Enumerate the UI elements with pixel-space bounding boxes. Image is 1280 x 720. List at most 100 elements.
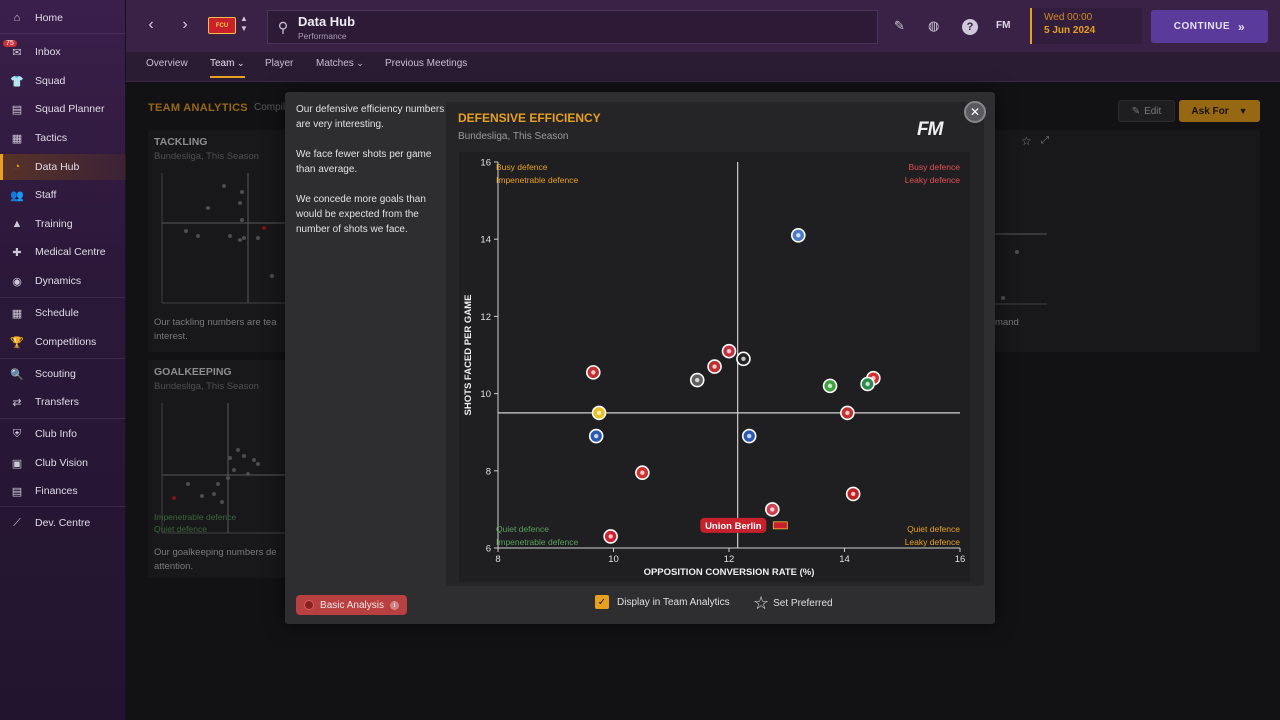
back-button[interactable]: ‹ (148, 16, 154, 33)
sidebar-item-club-info[interactable]: ⛨ Club Info (0, 421, 126, 447)
club-badge-detail (741, 356, 746, 362)
fm-menu-icon[interactable]: FM (996, 20, 1011, 31)
x-axis-label: OPPOSITION CONVERSION RATE (%) (644, 567, 815, 578)
continue-button[interactable]: CONTINUE » (1151, 10, 1268, 43)
sidebar-item-medical-centre[interactable]: ✚ Medical Centre (0, 239, 126, 265)
quadrant-label-top-left-2: Impenetrable defence (496, 175, 578, 185)
page-subtitle: Performance (298, 30, 347, 41)
tab-matches[interactable]: Matches ⌄ (316, 58, 364, 76)
display-in-team-analytics-checkbox[interactable]: ✓ Display in Team Analytics (595, 595, 730, 609)
club-badge-detail (640, 470, 645, 475)
sidebar-item-transfers[interactable]: ⇄ Transfers (0, 389, 126, 415)
goalkeeping-card[interactable]: GOALKEEPING Bundesliga, This Season Impe… (148, 360, 298, 578)
quadrant-label-top-right-2: Leaky defence (905, 175, 961, 185)
globe-icon[interactable]: ◍ (928, 18, 940, 33)
sidebar-item-inbox[interactable]: ✉ Inbox (0, 39, 126, 65)
tab-label: Player (265, 58, 294, 69)
sidebar-item-label: Dev. Centre (35, 517, 91, 529)
goalkeeping-subtitle: Bundesliga, This Season (154, 381, 259, 392)
tab-previous-meetings[interactable]: Previous Meetings (385, 58, 467, 76)
tab-team[interactable]: Team ⌄ (210, 58, 245, 78)
continue-label: CONTINUE (1173, 21, 1231, 32)
x-tick-label: 8 (495, 554, 500, 565)
edit-button[interactable]: ✎ Edit (1118, 100, 1175, 122)
schedule-icon: ▦ (11, 307, 23, 320)
sidebar-item-squad-planner[interactable]: ▤ Squad Planner (0, 96, 126, 122)
ask-for-label: Ask For (1191, 105, 1229, 117)
home-icon: ⌂ (13, 12, 21, 24)
sidebar-item-club-vision[interactable]: ▣ Club Vision (0, 450, 126, 476)
sidebar-item-label: Data Hub (35, 161, 80, 173)
sidebar-item-training[interactable]: ▲ Training (0, 211, 126, 237)
tab-player[interactable]: Player (265, 58, 293, 76)
close-button[interactable]: ✕ (964, 101, 986, 123)
trophy-icon: 🏆 (10, 336, 24, 349)
club-badge-detail (747, 433, 752, 439)
goalkeeping-text-2: attention. (154, 561, 194, 572)
expand-icon[interactable]: ⤢ (1041, 135, 1049, 146)
help-icon[interactable]: ? (962, 19, 978, 35)
sidebar-item-label: Medical Centre (35, 246, 106, 258)
search-box[interactable]: ⚲ Data Hub Performance (267, 10, 878, 44)
star-icon[interactable]: ☆ (1021, 134, 1032, 148)
y-tick-label: 16 (480, 158, 491, 169)
ask-for-button[interactable]: Ask For ▼ (1179, 100, 1260, 122)
club-badge-icon[interactable]: FCU (208, 17, 236, 34)
data-hub-icon: ◔ (13, 161, 21, 173)
team-analytics-subtitle: Compil (254, 102, 286, 113)
sidebar-item-data-hub[interactable]: ◔ Data Hub (0, 154, 126, 180)
tackling-text-1: Our tackling numbers are tea (154, 317, 277, 328)
top-bar: ‹ › FCU ▲ ▼ ⚲ Data Hub Performance ✎ ◍ ? … (126, 0, 1280, 52)
club-badge-detail (712, 364, 717, 369)
quadrant-label-top-left-1: Busy defence (496, 162, 548, 172)
basic-analysis-button[interactable]: Basic Analysis i (296, 595, 407, 615)
quadrant-label-bottom-right-1: Quiet defence (907, 524, 960, 534)
chevron-down-icon: ▼ (1238, 106, 1248, 116)
sidebar-separator (0, 297, 126, 298)
training-icon: ▲ (11, 218, 23, 230)
sidebar-item-schedule[interactable]: ▦ Schedule (0, 300, 126, 326)
club-switch-arrows-icon[interactable]: ▲ ▼ (240, 14, 248, 33)
sidebar-item-squad[interactable]: 👕 Squad (0, 68, 126, 94)
sidebar-item-dynamics[interactable]: ◉ Dynamics (0, 268, 126, 294)
set-preferred-button[interactable]: ☆ Set Preferred (753, 593, 833, 614)
insights-panel: Our defensive efficiency numbers are ver… (296, 102, 446, 252)
club-badge-detail (608, 534, 613, 539)
x-tick-label: 12 (724, 554, 735, 565)
sidebar-item-competitions[interactable]: 🏆 Competitions (0, 329, 126, 355)
sidebar-item-finances[interactable]: ▤ Finances (0, 478, 126, 504)
tactics-icon: ▦ (11, 132, 23, 145)
club-badge-detail (850, 491, 856, 497)
insight-2: We face fewer shots per game than averag… (296, 149, 432, 175)
page-title: Data Hub (298, 13, 356, 29)
club-badge-detail (865, 381, 870, 387)
right-analytics-card[interactable]: ☆ ⤢ mand (995, 130, 1260, 352)
quadrant-label-top-right-1: Busy defence (908, 162, 960, 172)
tab-overview[interactable]: Overview (146, 58, 188, 76)
quadrant-label-bottom-left-2: Impenetrable defence (496, 537, 578, 547)
pencil-icon[interactable]: ✎ (894, 18, 905, 33)
sidebar-item-label: Dynamics (35, 275, 82, 287)
sidebar-item-home[interactable]: ⌂ Home (0, 5, 126, 31)
goalkeeping-text-1: Our goalkeeping numbers de (154, 547, 277, 558)
sidebar-item-label: Training (35, 218, 73, 230)
inbox-icon: ✉ (12, 46, 22, 59)
club-badge-detail (593, 433, 599, 439)
tackling-card[interactable]: TACKLING Bundesliga, This Season Our tac… (148, 130, 298, 352)
date-time: Wed 00:00 (1044, 12, 1093, 23)
right-mini-chart (995, 233, 1047, 305)
club-badge-detail (726, 348, 732, 354)
scouting-icon: 🔍 (10, 368, 24, 381)
sidebar-item-scouting[interactable]: 🔍 Scouting (0, 361, 126, 387)
y-tick-label: 8 (486, 466, 491, 477)
goalkeeping-mini-chart (161, 403, 288, 534)
sidebar: ⌂ Home ✉ Inbox 👕 Squad ▤ Squad Planner ▦ Tactics ◔… (0, 0, 126, 720)
sidebar-item-tactics[interactable]: ▦ Tactics (0, 125, 126, 151)
forward-button[interactable]: › (182, 16, 188, 33)
date-display[interactable]: Wed 00:00 5 Jun 2024 (1030, 8, 1142, 44)
chart-subtitle: Bundesliga, This Season (458, 131, 569, 142)
sidebar-item-staff[interactable]: 👥 Staff (0, 182, 126, 208)
vision-icon: ▣ (11, 457, 23, 470)
sidebar-item-dev-centre[interactable]: ⟋ Dev. Centre (0, 510, 126, 536)
